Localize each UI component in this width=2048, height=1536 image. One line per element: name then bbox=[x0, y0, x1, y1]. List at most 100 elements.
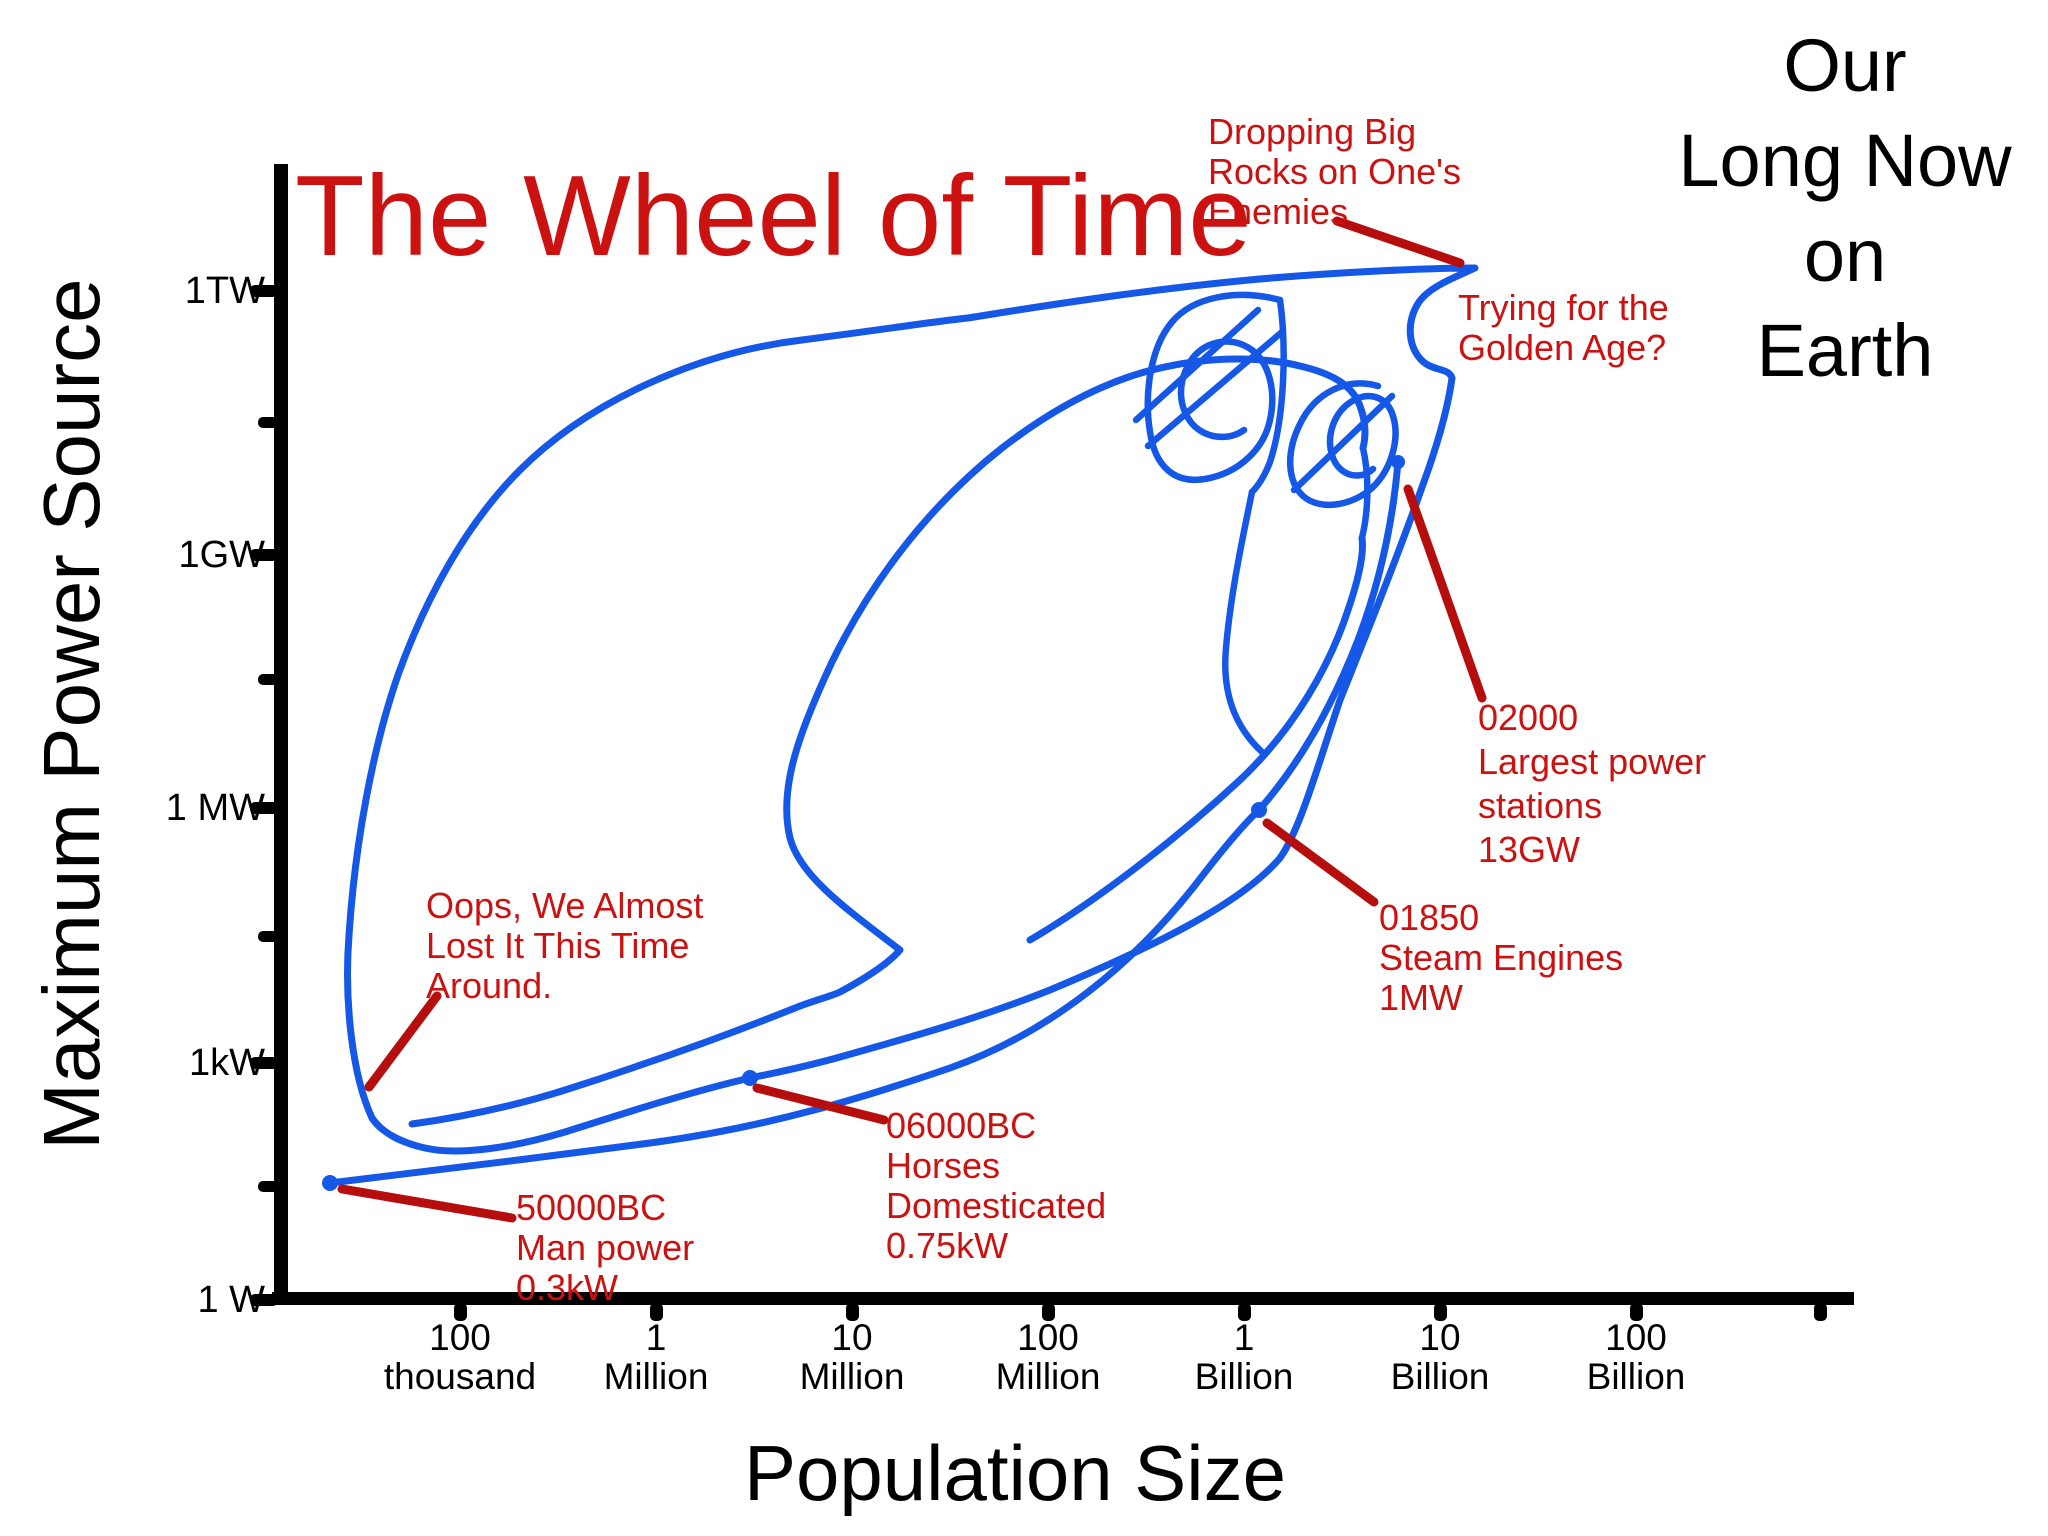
y-tick-label-1tw: 1TW bbox=[184, 270, 265, 312]
annotation-line: stations bbox=[1478, 785, 1603, 826]
annotation-01850-steam: 01850 Steam Engines 1MW bbox=[1379, 898, 1623, 1018]
x-tick-line: Million bbox=[995, 1356, 1101, 1397]
annotation-line: 06000BC bbox=[886, 1105, 1037, 1146]
annotation-oops: Oops, We Almost Lost It This Time Around… bbox=[426, 886, 703, 1006]
annotation-line: Lost It This Time bbox=[426, 925, 690, 966]
x-tick-label-100thousand: 100 thousand bbox=[350, 1318, 570, 1396]
page-title: The Wheel of Time bbox=[295, 153, 1252, 280]
x-tick-line: 1 bbox=[1233, 1317, 1255, 1358]
x-tick-line: 100 bbox=[1605, 1317, 1667, 1358]
arrow-manpower bbox=[337, 1184, 517, 1223]
x-tick-line: 1 bbox=[645, 1317, 667, 1358]
x-tick-line: Billion bbox=[1586, 1356, 1686, 1397]
annotation-line: 0.3kW bbox=[516, 1267, 619, 1308]
corner-note: Our Long Now on Earth bbox=[1640, 18, 2048, 398]
x-tick-10million bbox=[846, 1303, 859, 1321]
y-axis-title: Maximum Power Source bbox=[27, 278, 116, 1150]
y-tick-minor bbox=[258, 674, 278, 685]
arrow-steam bbox=[1262, 818, 1379, 907]
dot-06000bc bbox=[742, 1070, 758, 1086]
annotation-line: 0.75kW bbox=[886, 1225, 1009, 1266]
x-tick-label-10billion: 10 Billion bbox=[1330, 1318, 1550, 1396]
corner-note-line: on bbox=[1803, 214, 1887, 297]
dot-01850 bbox=[1251, 802, 1267, 818]
x-tick-100thousand bbox=[454, 1303, 467, 1321]
x-tick-label-100billion: 100 Billion bbox=[1526, 1318, 1746, 1396]
right-cluster-diagonal bbox=[1290, 392, 1396, 494]
history-line-path bbox=[326, 458, 1402, 1187]
dot-02000 bbox=[1391, 455, 1405, 469]
x-axis-title: Population Size bbox=[743, 1429, 1287, 1517]
wheel-curve bbox=[322, 264, 1479, 1191]
annotation-line: 02000 bbox=[1478, 697, 1579, 738]
annotation-06000bc-horses: 06000BC Horses Domesticated 0.75kW bbox=[886, 1106, 1106, 1266]
x-tick-minor bbox=[1814, 1303, 1827, 1321]
y-tick-1mw bbox=[250, 802, 278, 814]
y-tick-label-1mw: 1 MW bbox=[165, 787, 265, 829]
corner-note-line: Earth bbox=[1756, 309, 1934, 392]
annotation-line: 13GW bbox=[1478, 829, 1581, 870]
annotation-dropping-rocks: Dropping Big Rocks on One's Enemies bbox=[1208, 112, 1461, 232]
annotation-line: Largest power bbox=[1478, 741, 1707, 782]
right-cluster-right-edge bbox=[1358, 444, 1371, 542]
x-tick-line: 10 bbox=[831, 1317, 873, 1358]
x-tick-line: Million bbox=[799, 1356, 905, 1397]
x-tick-line: 100 bbox=[1017, 1317, 1079, 1358]
x-axis bbox=[272, 1292, 1854, 1321]
outer-loop-path bbox=[344, 264, 1479, 1155]
arrow-dropping-rocks bbox=[1332, 216, 1465, 268]
y-tick-label-1w: 1 W bbox=[197, 1279, 265, 1321]
x-tick-line: Million bbox=[603, 1356, 709, 1397]
annotation-50000bc-manpower: 50000BC Man power 0.3kW bbox=[516, 1188, 694, 1308]
annotation-line: 50000BC bbox=[516, 1187, 667, 1228]
left-cluster-right-edge bbox=[1248, 296, 1287, 496]
arrow-horses bbox=[752, 1083, 889, 1125]
x-tick-100billion bbox=[1630, 1303, 1643, 1321]
y-tick-1gw bbox=[250, 549, 278, 561]
annotation-line: 01850 bbox=[1379, 897, 1480, 938]
annotation-line: Horses bbox=[886, 1145, 1001, 1186]
x-tick-line: 100 bbox=[429, 1317, 491, 1358]
annotation-line: Enemies bbox=[1208, 191, 1349, 232]
y-tick-1tw bbox=[250, 285, 278, 297]
left-cluster-diagonal-1 bbox=[1144, 328, 1286, 450]
left-cluster-diagonal-2 bbox=[1132, 306, 1262, 424]
annotation-trying-golden-age: Trying for the Golden Age? bbox=[1458, 288, 1669, 368]
corner-note-line: Our bbox=[1783, 24, 1907, 107]
y-tick-label-1gw: 1GW bbox=[178, 534, 265, 576]
rising-strand-path bbox=[1026, 534, 1366, 944]
annotation-02000-stations: 02000 Largest power stations 13GW bbox=[1478, 696, 1706, 872]
right-loop-cluster bbox=[1287, 380, 1399, 509]
arrow-stations bbox=[1403, 484, 1487, 703]
x-tick-1million bbox=[650, 1303, 663, 1321]
x-tick-line: Billion bbox=[1390, 1356, 1490, 1397]
x-tick-label-10million: 10 Million bbox=[742, 1318, 962, 1396]
x-tick-label-1billion: 1 Billion bbox=[1134, 1318, 1354, 1396]
annotation-arrows bbox=[337, 216, 1487, 1223]
annotation-line: Trying for the bbox=[1458, 287, 1669, 328]
left-loop-cluster bbox=[1144, 291, 1284, 484]
dot-50000bc bbox=[322, 1175, 338, 1191]
annotation-line: Steam Engines bbox=[1379, 937, 1624, 978]
y-axis-line bbox=[274, 164, 288, 1304]
y-tick-minor bbox=[258, 931, 278, 942]
x-tick-10billion bbox=[1434, 1303, 1447, 1321]
y-tick-1kw bbox=[250, 1057, 278, 1069]
x-tick-line: Billion bbox=[1194, 1356, 1294, 1397]
corner-note-line: Long Now bbox=[1678, 119, 2012, 202]
x-tick-label-1million: 1 Million bbox=[546, 1318, 766, 1396]
annotation-line: Golden Age? bbox=[1458, 327, 1667, 368]
y-axis bbox=[250, 164, 288, 1306]
x-tick-1billion bbox=[1238, 1303, 1251, 1321]
x-tick-100million bbox=[1042, 1303, 1055, 1321]
x-axis-line bbox=[272, 1292, 1854, 1305]
cluster-descent-path bbox=[1222, 488, 1266, 756]
annotation-line: 1MW bbox=[1379, 977, 1463, 1018]
annotation-line: Around. bbox=[426, 965, 553, 1006]
x-tick-line: 10 bbox=[1419, 1317, 1461, 1358]
annotation-line: Dropping Big bbox=[1208, 111, 1417, 152]
x-tick-label-100million: 100 Million bbox=[938, 1318, 1158, 1396]
y-tick-minor bbox=[258, 417, 278, 428]
